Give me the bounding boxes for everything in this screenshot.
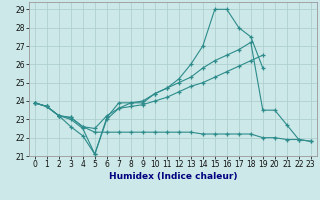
X-axis label: Humidex (Indice chaleur): Humidex (Indice chaleur) (108, 172, 237, 181)
